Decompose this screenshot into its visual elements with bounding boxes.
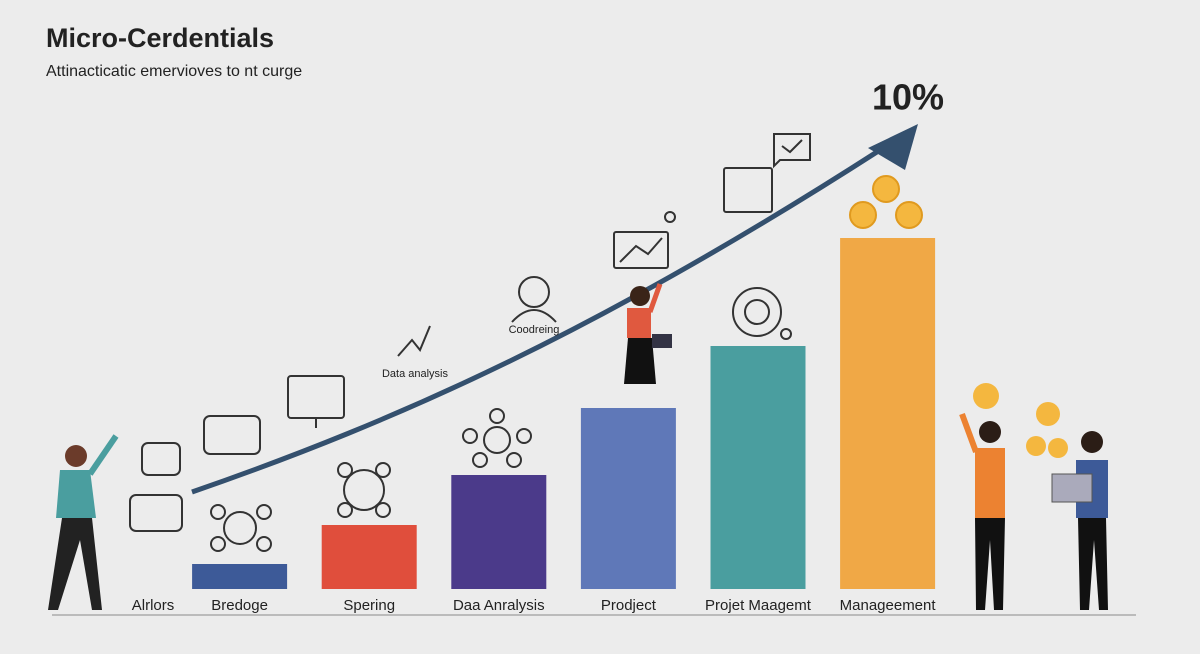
icons (129, 133, 1068, 552)
x-tick-label: Projet Maagemt (705, 597, 812, 614)
chart-subtitle: Attinacticatic emervioves to nt curge (46, 63, 302, 80)
bar (192, 564, 288, 589)
bar (710, 346, 806, 589)
bar (840, 238, 936, 589)
bar (321, 525, 417, 589)
bar (451, 475, 547, 589)
x-tick-label: Alrlors (132, 597, 175, 614)
icon-caption: Data analysis (382, 368, 449, 380)
bar (580, 408, 676, 589)
icon-caption: Coodreing (509, 324, 560, 336)
arrow-head (868, 124, 918, 170)
x-tick-label: Daa Anralysis (453, 597, 545, 614)
x-tick-label: Manageement (840, 597, 937, 614)
x-tick-label: Spering (343, 597, 395, 614)
chart-title: Micro-Cerdentials (46, 23, 274, 53)
x-tick-label: Bredoge (211, 597, 268, 614)
peak-label: 10% (872, 77, 944, 118)
people (48, 283, 1108, 610)
x-tick-label: Prodject (601, 597, 657, 614)
trend-arrow (191, 147, 882, 495)
